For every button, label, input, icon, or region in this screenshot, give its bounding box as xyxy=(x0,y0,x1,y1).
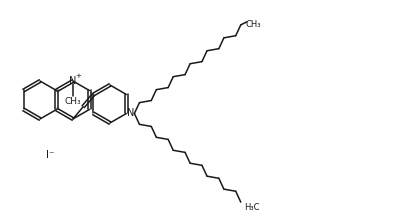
Text: CH₃: CH₃ xyxy=(246,20,261,29)
Text: +: + xyxy=(76,73,81,79)
Text: I⁻: I⁻ xyxy=(46,150,54,160)
Text: N: N xyxy=(69,76,76,86)
Text: CH₃: CH₃ xyxy=(65,97,81,107)
Text: N: N xyxy=(127,109,135,119)
Text: H₃C: H₃C xyxy=(244,203,259,212)
